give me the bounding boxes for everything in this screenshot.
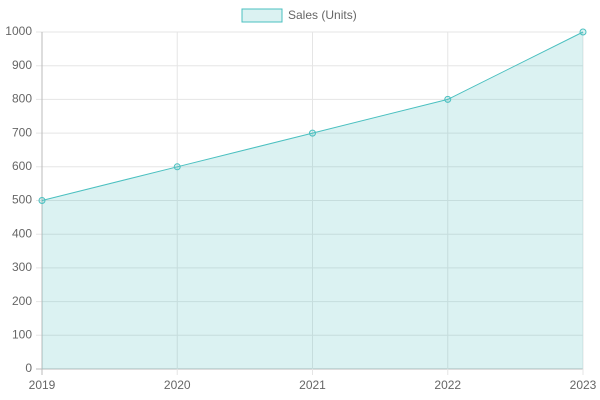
point [38,197,46,204]
x-tick-label: 2023 [570,378,597,392]
x-tick-label: 2022 [434,378,461,392]
point [579,28,587,36]
legend-swatch [241,8,283,23]
x-tick-label: 2020 [164,378,191,392]
y-tick-label: 1000 [5,24,32,38]
x-tick-label: 2021 [299,378,326,392]
y-tick-label: 100 [12,327,32,341]
y-tick-label: 400 [12,226,32,240]
y-tick-label: 500 [12,193,32,207]
point [444,95,452,103]
line [41,31,584,201]
legend-label: Sales (Units) [288,8,357,22]
x-tick-label: 2019 [29,378,56,392]
y-tick-label: 700 [12,125,32,139]
y-tick-label: 200 [12,294,32,308]
area [42,32,583,369]
y-tick-label: 900 [12,58,32,72]
y-tick-label: 0 [25,361,32,375]
point [173,163,181,171]
point [309,129,316,137]
y-tick-label: 600 [12,159,32,173]
y-tick-label: 800 [12,92,32,106]
y-tick-label: 300 [12,260,32,274]
